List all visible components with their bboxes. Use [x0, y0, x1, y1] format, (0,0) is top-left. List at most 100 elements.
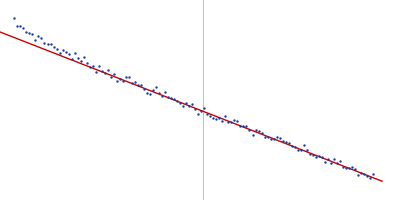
- Point: [252, 129, 259, 132]
- Point: [105, 68, 111, 71]
- Point: [62, 51, 69, 54]
- Point: [237, 125, 244, 128]
- Point: [35, 34, 42, 37]
- Point: [141, 87, 147, 91]
- Point: [68, 58, 75, 61]
- Point: [322, 161, 328, 164]
- Point: [186, 104, 192, 107]
- Point: [90, 65, 96, 68]
- Point: [171, 97, 177, 101]
- Point: [195, 112, 202, 115]
- Point: [274, 135, 280, 139]
- Point: [138, 83, 144, 86]
- Point: [243, 125, 250, 128]
- Point: [147, 92, 153, 96]
- Point: [84, 61, 90, 64]
- Point: [255, 129, 262, 132]
- Point: [96, 64, 102, 67]
- Point: [47, 42, 54, 45]
- Point: [78, 59, 84, 62]
- Point: [174, 99, 180, 103]
- Point: [304, 148, 310, 151]
- Point: [177, 101, 183, 104]
- Point: [349, 165, 355, 169]
- Point: [358, 171, 364, 174]
- Point: [126, 75, 132, 79]
- Point: [222, 115, 228, 118]
- Point: [102, 71, 108, 74]
- Point: [66, 52, 72, 55]
- Point: [319, 155, 325, 158]
- Point: [32, 39, 39, 42]
- Point: [159, 94, 165, 98]
- Point: [280, 139, 286, 142]
- Point: [111, 72, 117, 75]
- Point: [59, 48, 66, 52]
- Point: [267, 137, 274, 141]
- Point: [17, 25, 24, 28]
- Point: [298, 148, 304, 151]
- Point: [41, 41, 48, 45]
- Point: [26, 31, 33, 34]
- Point: [198, 109, 204, 112]
- Point: [165, 95, 171, 98]
- Point: [117, 77, 123, 80]
- Point: [352, 168, 358, 171]
- Point: [355, 173, 361, 176]
- Point: [144, 91, 150, 94]
- Point: [50, 46, 57, 49]
- Point: [225, 120, 232, 123]
- Point: [370, 172, 376, 175]
- Point: [249, 133, 256, 136]
- Point: [153, 86, 159, 89]
- Point: [328, 161, 334, 164]
- Point: [346, 166, 352, 169]
- Point: [361, 173, 367, 176]
- Point: [192, 107, 198, 110]
- Point: [132, 80, 138, 83]
- Point: [325, 157, 331, 161]
- Point: [98, 69, 105, 72]
- Point: [38, 37, 45, 40]
- Point: [207, 114, 214, 118]
- Point: [210, 116, 216, 119]
- Point: [334, 162, 340, 165]
- Point: [204, 112, 210, 115]
- Point: [201, 106, 208, 109]
- Point: [288, 144, 295, 148]
- Point: [150, 89, 156, 92]
- Point: [246, 128, 253, 131]
- Point: [240, 125, 247, 128]
- Point: [316, 154, 322, 157]
- Point: [129, 82, 135, 85]
- Point: [86, 66, 93, 69]
- Point: [234, 120, 241, 123]
- Point: [306, 152, 313, 155]
- Point: [331, 158, 337, 161]
- Point: [74, 57, 81, 60]
- Point: [20, 26, 26, 29]
- Point: [216, 117, 222, 120]
- Point: [92, 71, 99, 74]
- Point: [23, 31, 30, 34]
- Point: [300, 144, 307, 147]
- Point: [213, 117, 220, 120]
- Point: [183, 102, 189, 105]
- Point: [228, 120, 235, 124]
- Point: [231, 119, 238, 122]
- Point: [367, 176, 373, 180]
- Point: [80, 55, 87, 58]
- Point: [313, 156, 319, 159]
- Point: [114, 79, 120, 82]
- Point: [310, 154, 316, 157]
- Point: [56, 51, 63, 55]
- Point: [282, 141, 289, 144]
- Point: [123, 75, 129, 78]
- Point: [11, 17, 18, 20]
- Point: [162, 90, 168, 93]
- Point: [120, 80, 126, 83]
- Point: [343, 166, 349, 169]
- Point: [108, 76, 114, 79]
- Point: [14, 24, 20, 27]
- Point: [337, 159, 343, 162]
